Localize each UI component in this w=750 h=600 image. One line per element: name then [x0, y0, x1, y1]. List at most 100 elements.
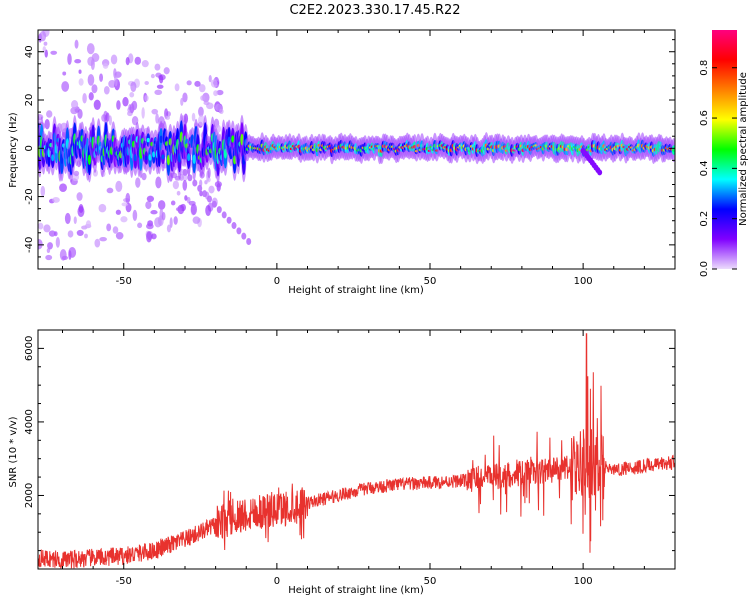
spectrogram-speckle: [150, 210, 158, 215]
spectrogram-speckle: [108, 115, 113, 126]
spectrogram-speckle: [144, 95, 149, 102]
spectrogram-ytick-label: -20: [24, 188, 35, 204]
spectrogram-speckle: [43, 224, 51, 233]
spectrogram-speckle: [115, 231, 124, 240]
spectrogram-speckle: [203, 101, 210, 106]
spectrogram-speckle: [182, 92, 188, 103]
snr-axes: -50 0 50 100 2000 4000 6000: [24, 329, 676, 587]
spectrogram-speckle: [91, 84, 98, 94]
spectrogram-speckle: [154, 63, 161, 71]
spectrogram-speckle: [59, 249, 67, 261]
spectrogram-speckle: [205, 204, 212, 217]
spectrogram-speckle: [87, 56, 95, 67]
colorbar-tick-label: 0.4: [699, 160, 710, 176]
spectrogram-speckle: [241, 232, 247, 240]
spectrogram-speckle: [163, 67, 170, 75]
spectrogram-speckle: [141, 172, 147, 181]
snr-ytick-label: 6000: [24, 336, 35, 361]
spectrogram-speckle: [214, 181, 222, 188]
spectrogram-speckle: [103, 85, 110, 95]
spectrogram-speckle: [231, 222, 237, 230]
spectrogram-speckle: [134, 56, 142, 65]
spectrogram-speckle: [85, 220, 92, 228]
spectrogram-speckle: [145, 201, 152, 210]
spectrogram-speckle: [67, 53, 72, 65]
spectrogram-speckle: [130, 81, 137, 92]
spectrogram-speckle: [74, 39, 79, 49]
spectrogram-speckle: [68, 246, 77, 258]
spectrogram-speckle: [141, 107, 145, 119]
spectrogram-speckle: [174, 83, 180, 92]
spectrogram-speckle: [99, 237, 107, 242]
spectrogram-speckle: [88, 92, 94, 101]
spectrogram-speckle: [76, 192, 83, 201]
spectrogram-ytick-label: -40: [24, 237, 35, 253]
spectrogram-speckle: [156, 84, 164, 89]
spectrogram-speckle: [173, 216, 178, 225]
spectrogram-speckle: [236, 227, 242, 235]
spectrogram-speckle: [114, 75, 118, 87]
spectrogram-speckle: [198, 106, 204, 117]
spectrogram-ytick-label: 40: [24, 45, 35, 58]
spectrogram-speckle: [39, 30, 47, 42]
spectrogram-speckle: [47, 242, 53, 250]
spectrogram-speckle: [208, 74, 212, 83]
spectrogram-speckle: [125, 192, 131, 204]
spectrogram-speckle: [120, 216, 128, 223]
spectrogram-speckle: [74, 59, 82, 64]
spectrogram-cell: [192, 154, 196, 165]
spectrogram-speckle: [146, 231, 152, 243]
spectrogram-speckle: [211, 200, 217, 208]
spectrogram-speckle: [52, 197, 60, 203]
spectrogram-speckle: [150, 73, 155, 79]
spectrogram-xlabel: Height of straight line (km): [288, 285, 424, 296]
spectrogram-speckle: [78, 69, 82, 74]
spectrogram-panel: -50 0 50 100 -40 -20 0 20 40 Height of straight …: [8, 29, 676, 296]
spectrogram-speckle: [110, 54, 118, 65]
spectrogram-speckle: [112, 226, 119, 234]
spectrogram-speckle: [154, 217, 162, 228]
spectrogram-speckle: [180, 97, 184, 106]
spectrogram-speckle: [61, 81, 70, 92]
spectrogram-speckle: [198, 115, 205, 127]
spectrogram-speckle: [64, 212, 71, 225]
spectrogram-speckle: [132, 209, 138, 222]
spectrogram-speckle: [108, 79, 117, 88]
spectrogram-speckle: [146, 195, 155, 202]
spectrogram-speckle: [192, 179, 198, 187]
spectrogram-speckle: [98, 203, 107, 213]
colorbar-tick-label: 0.8: [699, 60, 710, 76]
spectrogram-speckle: [221, 211, 227, 219]
spectrogram-speckle: [62, 71, 67, 76]
spectrogram-speckle: [190, 203, 198, 216]
spectrogram-speckle: [77, 108, 83, 119]
spectrogram-speckle: [166, 224, 172, 233]
spectrogram-speckle: [40, 185, 46, 197]
spectrogram-speckle: [73, 170, 80, 177]
spectrogram-speckle: [246, 237, 252, 245]
spectrogram-speckle: [46, 110, 53, 118]
spectrogram-speckle: [38, 222, 44, 230]
snr-panel: -50 0 50 100 2000 4000 6000 Height of straight…: [8, 329, 676, 596]
spectrogram-speckle: [155, 176, 162, 189]
spectrogram-speckle: [164, 115, 171, 120]
spectrogram-speckle: [191, 112, 196, 122]
spectrogram-speckle: [182, 168, 188, 176]
spectrogram-speckle: [48, 230, 56, 237]
spectrogram-speckle: [129, 92, 135, 98]
spectrogram-speckle: [86, 43, 95, 55]
spectrogram-speckle: [186, 80, 192, 86]
spectrogram-speckle: [157, 200, 166, 210]
spectrogram-speckle: [192, 216, 201, 224]
spectrogram-cell: [231, 135, 235, 143]
spectrogram-speckle: [73, 216, 77, 224]
spectrogram-speckle: [106, 187, 114, 194]
spectrogram-speckle: [82, 92, 87, 104]
spectrogram-speckle: [84, 233, 88, 239]
spectrogram-speckle: [155, 113, 159, 124]
spectrogram-speckle: [226, 216, 232, 224]
spectrogram-ylabel: Frequency (Hz): [8, 112, 19, 188]
spectrogram-speckle: [199, 190, 203, 197]
spectrogram-cell: [672, 148, 675, 152]
spectrogram-speckle: [129, 103, 135, 114]
